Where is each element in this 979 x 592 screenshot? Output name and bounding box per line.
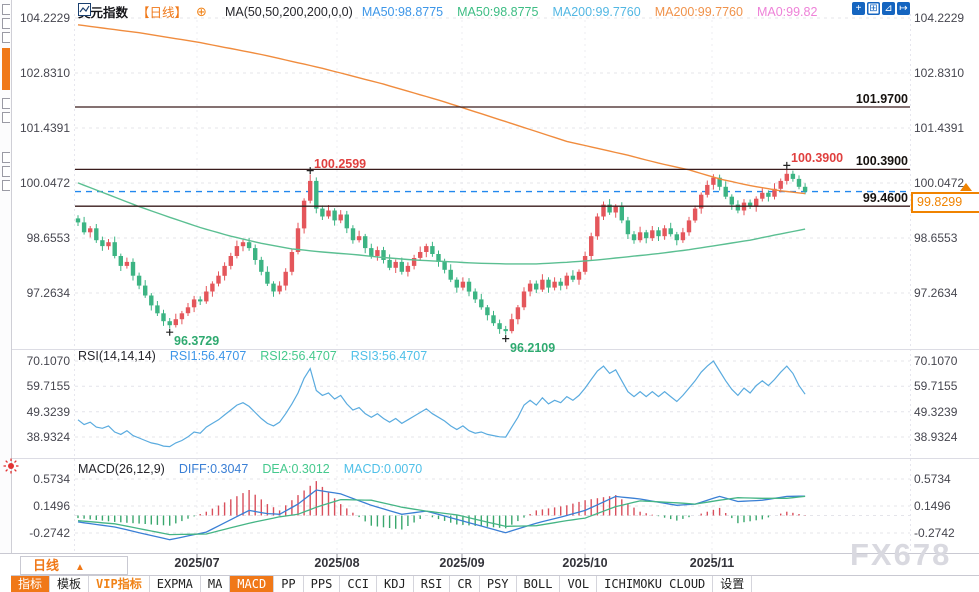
chart-scale-icon[interactable]: ⊿ xyxy=(882,2,895,15)
month-label: 2025/08 xyxy=(314,556,360,570)
tab-VIP指标[interactable]: VIP指标 xyxy=(89,576,150,592)
y-axis-label-right: 100.0472 xyxy=(914,175,965,190)
ma-value-label: MA50:98.8775 xyxy=(457,4,539,19)
y-axis-label-left: 0.1496 xyxy=(33,499,70,513)
drawing-toolbar xyxy=(0,0,12,553)
y-axis-label-left: 102.8310 xyxy=(19,65,70,80)
month-label: 2025/11 xyxy=(689,556,735,570)
rsi-pane-header: RSI(14,14,14) RSI1:56.4707 RSI2:56.4707 RS… xyxy=(78,349,441,363)
macd-title[interactable]: MACD(26,12,9) xyxy=(78,462,165,476)
tab-MA[interactable]: MA xyxy=(201,576,231,592)
tab-指标[interactable]: 指标 xyxy=(11,576,51,592)
tab-BOLL[interactable]: BOLL xyxy=(517,576,561,592)
tab-VOL[interactable]: VOL xyxy=(560,576,598,592)
tab-KDJ[interactable]: KDJ xyxy=(377,576,414,592)
ma-settings-label[interactable]: MA(50,50,200,200,0,0) xyxy=(224,4,353,19)
y-axis-label-left: 70.1070 xyxy=(26,354,70,368)
y-axis-label-right: 102.8310 xyxy=(914,65,965,80)
sidebar-draw-tool-1-icon[interactable] xyxy=(2,4,10,15)
y-axis-label-right: 0.1496 xyxy=(914,499,951,513)
price-level-label: 99.4600 xyxy=(862,191,908,205)
rsi-value-label: RSI1:56.4707 xyxy=(169,349,247,363)
y-axis-label-left: 97.2634 xyxy=(26,285,70,300)
sidebar-text-tool-icon[interactable] xyxy=(2,112,10,123)
y-axis-label-right: 101.4391 xyxy=(914,120,965,135)
ma-value-label: MA200:99.7760 xyxy=(654,4,743,19)
y-axis-label-right: 104.2229 xyxy=(914,11,965,25)
add-compare-icon[interactable]: ⊕ xyxy=(196,4,207,19)
tab-PPS[interactable]: PPS xyxy=(304,576,341,592)
tab-模板[interactable]: 模板 xyxy=(50,576,90,592)
macd-value-label: MACD:0.0070 xyxy=(343,462,423,476)
y-axis-label-left: 38.9324 xyxy=(26,429,70,444)
y-axis-label-left: 104.2229 xyxy=(19,11,70,25)
chart-header: 美元指数 【日线】 ⊕ MA(50,50,200,200,0,0) MA50:9… xyxy=(78,3,831,20)
price-up-arrow-icon xyxy=(960,183,972,191)
ma-value-label: MA200:99.7760 xyxy=(552,4,641,19)
tab-RSI[interactable]: RSI xyxy=(414,576,451,592)
crosshair-tool-icon[interactable]: + xyxy=(852,2,865,15)
macd-value-label: DEA:0.3012 xyxy=(262,462,330,476)
y-axis-label-right: 0.5734 xyxy=(914,471,951,486)
y-axis-label-left: 100.0472 xyxy=(19,175,70,190)
y-axis-label-left: 98.6553 xyxy=(26,230,70,245)
period-selector[interactable]: 日线 ▲ xyxy=(20,556,128,575)
period-tag: 【日线】 xyxy=(137,6,188,20)
month-label: 2025/10 xyxy=(562,556,608,570)
sidebar-draw-tool-2-icon[interactable] xyxy=(2,18,10,29)
price-level-label: 100.3900 xyxy=(855,154,908,168)
sidebar-shape-tool-1-icon[interactable] xyxy=(2,152,10,163)
pan-right-icon[interactable]: ↦ xyxy=(897,2,910,15)
tab-EXPMA[interactable]: EXPMA xyxy=(150,576,201,592)
current-price-badge: 99.8299 xyxy=(911,192,979,213)
y-axis-label-left: 59.7155 xyxy=(26,379,70,394)
low-price-annotation: 96.3729 xyxy=(174,334,220,348)
macd-value-label: DIFF:0.3047 xyxy=(178,462,249,476)
chart-toolbar: + ⊞ ⊿ ↦ xyxy=(852,2,910,15)
month-label: 2025/09 xyxy=(439,556,485,570)
y-axis-label-left: 0.5734 xyxy=(33,471,70,486)
macd-pane-header: MACD(26,12,9) DIFF:0.3047 DEA:0.3012 MACD:… xyxy=(78,462,436,476)
rsi-value-label: RSI2:56.4707 xyxy=(260,349,337,363)
y-axis-label-left: 49.3239 xyxy=(26,404,70,419)
y-axis-label-right: 70.1070 xyxy=(914,354,958,368)
tab-CR[interactable]: CR xyxy=(450,576,480,592)
high-price-annotation: 100.2599 xyxy=(314,157,367,171)
y-axis-label-right: 97.2634 xyxy=(914,285,958,300)
y-axis-label-left: 101.4391 xyxy=(19,120,70,135)
tab-设置[interactable]: 设置 xyxy=(713,576,753,592)
rsi-title[interactable]: RSI(14,14,14) xyxy=(78,349,156,363)
tab-ICHIMOKU CLOUD[interactable]: ICHIMOKU CLOUD xyxy=(597,576,714,592)
sidebar-shape-tool-3-icon[interactable] xyxy=(2,180,10,191)
y-axis-label-right: 38.9324 xyxy=(914,429,958,444)
sidebar-draw-tool-3-icon[interactable] xyxy=(2,32,10,43)
y-axis-label-right: -0.2742 xyxy=(914,526,955,540)
indicator-tab-bar: 指标 模板 VIP指标 EXPMA MA MACD PP PPS CCI KDJ RSI CR PSY B… xyxy=(11,575,979,592)
high-price-annotation: 100.3900 xyxy=(791,151,844,165)
chevron-up-icon: ▲ xyxy=(75,562,85,573)
axis-range-icon[interactable]: ⊞ xyxy=(867,2,880,15)
ma-value-label: MA50:98.8775 xyxy=(361,4,444,19)
y-axis-label-right: 59.7155 xyxy=(914,379,958,394)
watermark: FX678 xyxy=(850,537,952,572)
tab-PP[interactable]: PP xyxy=(274,576,304,592)
month-label: 2025/07 xyxy=(174,556,220,570)
ma-values: MA50:98.8775 MA50:98.8775 MA200:99.7760 MA2… xyxy=(362,5,832,19)
rsi-value-label: RSI3:56.4707 xyxy=(350,349,428,363)
low-price-annotation: 96.2109 xyxy=(510,341,556,355)
y-axis-label-left: -0.2742 xyxy=(29,526,70,540)
sidebar-shape-tool-2-icon[interactable] xyxy=(2,166,10,177)
tab-CCI[interactable]: CCI xyxy=(340,576,378,592)
sidebar-measure-tool-icon[interactable] xyxy=(2,98,10,109)
y-axis-label-right: 49.3239 xyxy=(914,404,958,419)
crosshair-target-icon[interactable] xyxy=(3,458,19,474)
y-axis-label-right: 98.6553 xyxy=(914,230,958,245)
price-level-label: 101.9700 xyxy=(855,92,908,106)
sidebar-active-tool-icon[interactable] xyxy=(2,48,10,90)
tab-MACD[interactable]: MACD xyxy=(230,576,275,592)
ma-value-label: MA0:99.82 xyxy=(756,4,818,19)
tab-PSY[interactable]: PSY xyxy=(480,576,517,592)
